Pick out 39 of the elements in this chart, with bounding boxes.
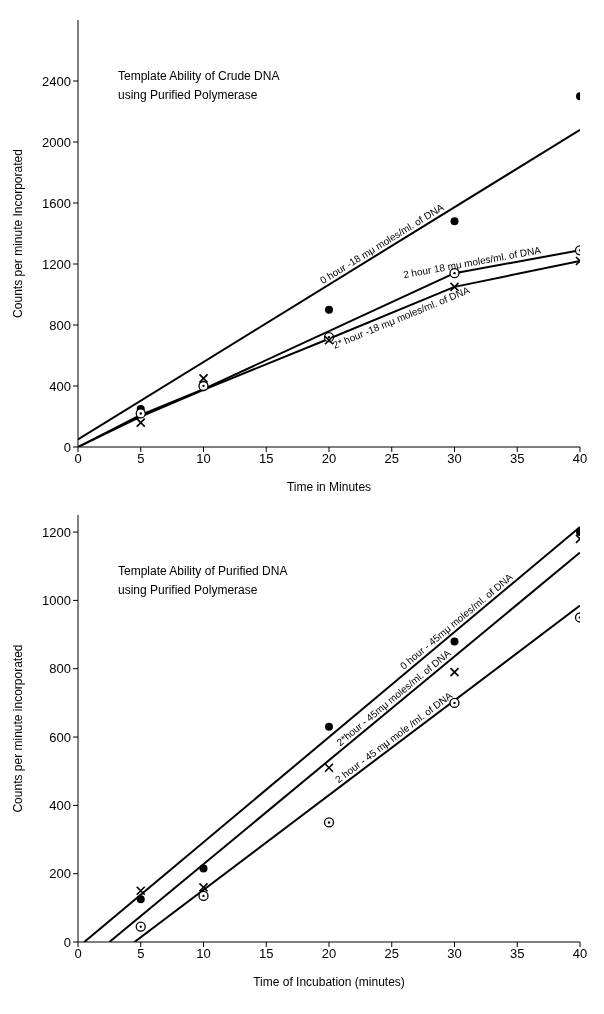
x-tick-label: 5 bbox=[137, 451, 145, 467]
x-tick-label: 10 bbox=[196, 946, 211, 962]
y-tick-label: 200 bbox=[49, 866, 71, 882]
x-tick-label: 20 bbox=[321, 451, 337, 467]
y-tick-label: 800 bbox=[49, 317, 71, 333]
x-tick-label: 5 bbox=[137, 946, 145, 962]
text: Template Ability of Crude DNA using Purified Polymerase bbox=[118, 69, 280, 102]
y-tick-label: 2400 bbox=[42, 73, 71, 89]
x-tick-label: 0 bbox=[74, 946, 82, 962]
x-tick-label: 30 bbox=[447, 946, 462, 962]
x-tick-label: 10 bbox=[196, 451, 211, 467]
x-tick-label: 35 bbox=[510, 946, 525, 962]
x-tick-label: 25 bbox=[384, 946, 399, 962]
y-tick-label: 1200 bbox=[42, 524, 71, 540]
y-tick-label: 800 bbox=[49, 661, 71, 677]
y-axis-title: Counts per minute incorporated bbox=[11, 644, 26, 813]
x-tick-label: 15 bbox=[259, 946, 274, 962]
y-tick-label: 2000 bbox=[42, 134, 71, 150]
x-tick-label: 40 bbox=[572, 451, 588, 467]
x-tick-label: 15 bbox=[259, 451, 274, 467]
y-axis-title: Counts per minute Incorporated bbox=[11, 149, 26, 318]
y-tick-label: 400 bbox=[49, 378, 71, 394]
y-tick-label: 600 bbox=[49, 729, 71, 745]
text: Template Ability of Purified DNA using Purified Polymerase bbox=[118, 564, 288, 597]
x-tick-label: 30 bbox=[447, 451, 462, 467]
x-tick-label: 25 bbox=[384, 451, 399, 467]
y-tick-label: 0 bbox=[63, 934, 71, 950]
x-tick-label: 0 bbox=[74, 451, 82, 467]
x-axis-title: Time of Incubation (minutes) bbox=[253, 975, 405, 989]
text: 2 hour 18 mμ moles/ml. of DNA bbox=[402, 244, 542, 281]
x-tick-label: 40 bbox=[572, 946, 588, 962]
y-tick-label: 0 bbox=[63, 439, 71, 455]
x-tick-label: 20 bbox=[321, 946, 337, 962]
y-tick-label: 1200 bbox=[42, 256, 71, 272]
x-tick-label: 35 bbox=[510, 451, 525, 467]
y-tick-label: 400 bbox=[49, 797, 71, 813]
y-tick-label: 1000 bbox=[42, 593, 71, 609]
y-tick-label: 1600 bbox=[42, 195, 71, 211]
x-axis-title: Time in Minutes bbox=[286, 480, 372, 494]
